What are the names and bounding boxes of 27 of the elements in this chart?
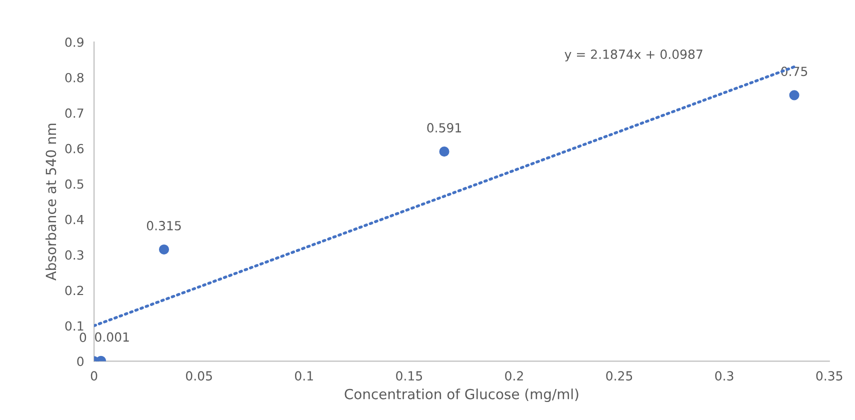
data-label: 0.591 (427, 123, 461, 133)
x-tick-label: 0.05 (186, 371, 212, 381)
y-tick-label: 0.6 (65, 144, 84, 154)
y-axis-title: Absorbance at 540 nm (45, 124, 56, 281)
x-tick-label: 0.1 (295, 371, 313, 381)
y-tick-label: 0.2 (65, 286, 84, 296)
x-axis-title: Concentration of Glucose (mg/ml) (344, 388, 578, 402)
annotation: y = 2.1874x + 0.0987 (564, 50, 702, 62)
x-tick-label: 0.15 (396, 371, 422, 381)
data-label: 0.001 (95, 332, 129, 342)
y-tick-label: 0 (77, 356, 84, 366)
data-label: 0.315 (146, 220, 181, 230)
y-tick-label: 0.1 (65, 321, 84, 331)
y-tick-label: 0.4 (65, 214, 84, 224)
point (158, 244, 170, 255)
x-tick-label: 0.2 (505, 371, 523, 381)
point (439, 146, 450, 157)
y-tick-label: 0.9 (65, 37, 84, 47)
y-tick-label: 0.8 (65, 72, 84, 82)
x-tick-label: 0.3 (715, 371, 734, 381)
x-tick-label: 0.35 (816, 371, 842, 381)
y-tick-label: 0.3 (65, 250, 84, 260)
x-tick-label: 0 (90, 371, 98, 381)
point (789, 90, 800, 100)
x-tick-label: 0.25 (606, 371, 632, 381)
y-tick-label: 0.5 (65, 179, 84, 189)
y-tick-label: 0.7 (65, 108, 84, 118)
